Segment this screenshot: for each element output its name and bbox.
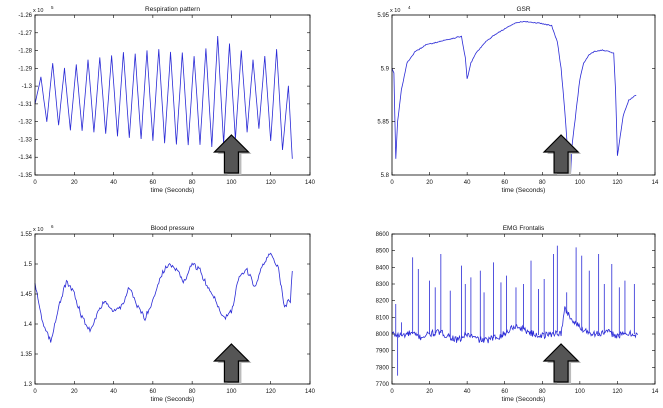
y-tick-label: 8600 <box>376 232 390 238</box>
y-tick-label: -1.26 <box>18 13 32 19</box>
y-tick-label: 7900 <box>376 349 390 355</box>
x-tick-label: 60 <box>150 180 157 186</box>
axis-exponent-label: x 10 <box>33 8 43 14</box>
x-tick-label: 120 <box>266 180 277 186</box>
y-tick-label: -1.28 <box>18 49 32 55</box>
x-tick-label: 80 <box>189 389 196 395</box>
y-tick-label: 5.85 <box>377 120 389 126</box>
chart-title: Respiration pattern <box>145 6 200 13</box>
y-tick-label: 8400 <box>376 265 390 271</box>
axis-exponent-label: x 10 <box>390 8 400 14</box>
x-tick-label: 80 <box>539 180 546 186</box>
chart-panel-gsr: 0 20 40 60 80 100 120 14 5.8 5.85 5.9 5.95 GSR time (… <box>377 5 659 194</box>
chart-panel-emg-frontalis: 0 20 40 60 80 100 120 14 7700 7800 7900 8000 8100 820… <box>376 225 659 403</box>
x-tick-label: 0 <box>390 180 394 186</box>
y-tick-label: 8300 <box>376 282 390 288</box>
x-tick-label: 120 <box>612 389 623 395</box>
x-tick-label: 20 <box>426 180 433 186</box>
y-tick-label: 8500 <box>376 249 390 255</box>
up-arrow-icon <box>542 134 580 174</box>
x-tick-label: 100 <box>226 389 237 395</box>
plot-frame <box>34 14 311 176</box>
chart-title: EMG Frontalis <box>503 225 545 232</box>
signal-trace-group <box>34 35 293 159</box>
x-tick-label: 60 <box>150 389 157 395</box>
x-tick-label: 80 <box>539 389 546 395</box>
x-tick-label: 40 <box>110 180 117 186</box>
x-axis-label: time (Seconds) <box>502 396 546 403</box>
x-tick-label: 20 <box>426 389 433 395</box>
x-tick-label: 60 <box>501 180 508 186</box>
y-tick-label: -1.27 <box>18 31 32 37</box>
x-tick-label: 60 <box>501 389 508 395</box>
x-tick-label: 100 <box>226 180 237 186</box>
axis-exponent-label: x 10 <box>33 227 43 233</box>
chart-title: GSR <box>516 6 530 13</box>
x-tick-label: 120 <box>266 389 277 395</box>
x-tick-label: 20 <box>71 389 78 395</box>
x-axis-label: time (Seconds) <box>151 396 195 403</box>
y-tick-label: 7800 <box>376 365 390 371</box>
x-tick-label: 80 <box>189 180 196 186</box>
x-tick-label: 140 <box>305 180 316 186</box>
plot-frame <box>391 233 656 385</box>
x-tick-label: 40 <box>464 389 471 395</box>
x-tick-label: 140 <box>305 389 316 395</box>
x-tick-label: 14 <box>652 389 659 395</box>
signal-line <box>34 35 293 159</box>
x-axis-label: time (Seconds) <box>151 187 195 194</box>
x-tick-label: 0 <box>33 389 37 395</box>
y-tick-label: -1.34 <box>18 155 32 161</box>
y-tick-label: 1.45 <box>20 292 32 298</box>
x-tick-label: 100 <box>575 389 586 395</box>
up-arrow-icon <box>212 343 250 383</box>
x-tick-label: 20 <box>71 180 78 186</box>
x-tick-label: 0 <box>390 389 394 395</box>
y-tick-label: 5.8 <box>381 173 390 179</box>
signal-trace-group <box>391 245 639 376</box>
x-tick-label: 0 <box>33 180 37 186</box>
x-tick-label: 40 <box>110 389 117 395</box>
signal-trace-group <box>34 252 293 343</box>
signal-line <box>391 20 637 176</box>
signal-line <box>391 306 639 344</box>
axis-exponent-power: 6 <box>51 224 54 229</box>
chart-panel-blood-pressure: 0 20 40 60 80 100 120 140 1.3 1.35 1.4 1.45 1.5 1.55 B… <box>20 224 315 403</box>
y-tick-label: -1.31 <box>18 102 32 108</box>
y-tick-label: 8200 <box>376 299 390 305</box>
y-tick-label: -1.35 <box>18 173 32 179</box>
x-tick-label: 100 <box>575 180 586 186</box>
x-tick-label: 14 <box>652 180 659 186</box>
y-tick-label: -1.3 <box>22 84 33 90</box>
y-tick-label: 1.4 <box>24 322 33 328</box>
y-tick-label: 8000 <box>376 332 390 338</box>
y-tick-label: 1.5 <box>24 262 33 268</box>
y-tick-label: 1.3 <box>24 382 33 388</box>
chart-panel-respiration: 0 20 40 60 80 100 120 140-1.35-1.34-1.33-1.32-1… <box>18 5 315 194</box>
x-tick-label: 40 <box>464 180 471 186</box>
y-tick-label: 1.35 <box>20 352 32 358</box>
chart-title: Blood pressure <box>151 225 195 232</box>
axis-exponent-power: 4 <box>408 5 411 10</box>
plot-frame <box>34 233 311 385</box>
y-tick-label: 7700 <box>376 382 390 388</box>
x-axis-label: time (Seconds) <box>502 187 546 194</box>
up-arrow-icon <box>542 343 580 383</box>
y-tick-label: -1.29 <box>18 66 32 72</box>
axis-exponent-power: 5 <box>51 5 54 10</box>
y-tick-label: -1.33 <box>18 137 32 143</box>
y-tick-label: 8100 <box>376 315 390 321</box>
y-tick-label: 5.95 <box>377 13 389 19</box>
y-tick-label: 5.9 <box>381 66 390 72</box>
x-tick-label: 120 <box>612 180 623 186</box>
y-tick-label: 1.55 <box>20 232 32 238</box>
up-arrow-icon <box>212 134 250 174</box>
plot-frame <box>391 14 656 176</box>
signal-trace-group <box>391 20 637 176</box>
y-tick-label: -1.32 <box>18 120 32 126</box>
signal-line <box>34 252 293 343</box>
